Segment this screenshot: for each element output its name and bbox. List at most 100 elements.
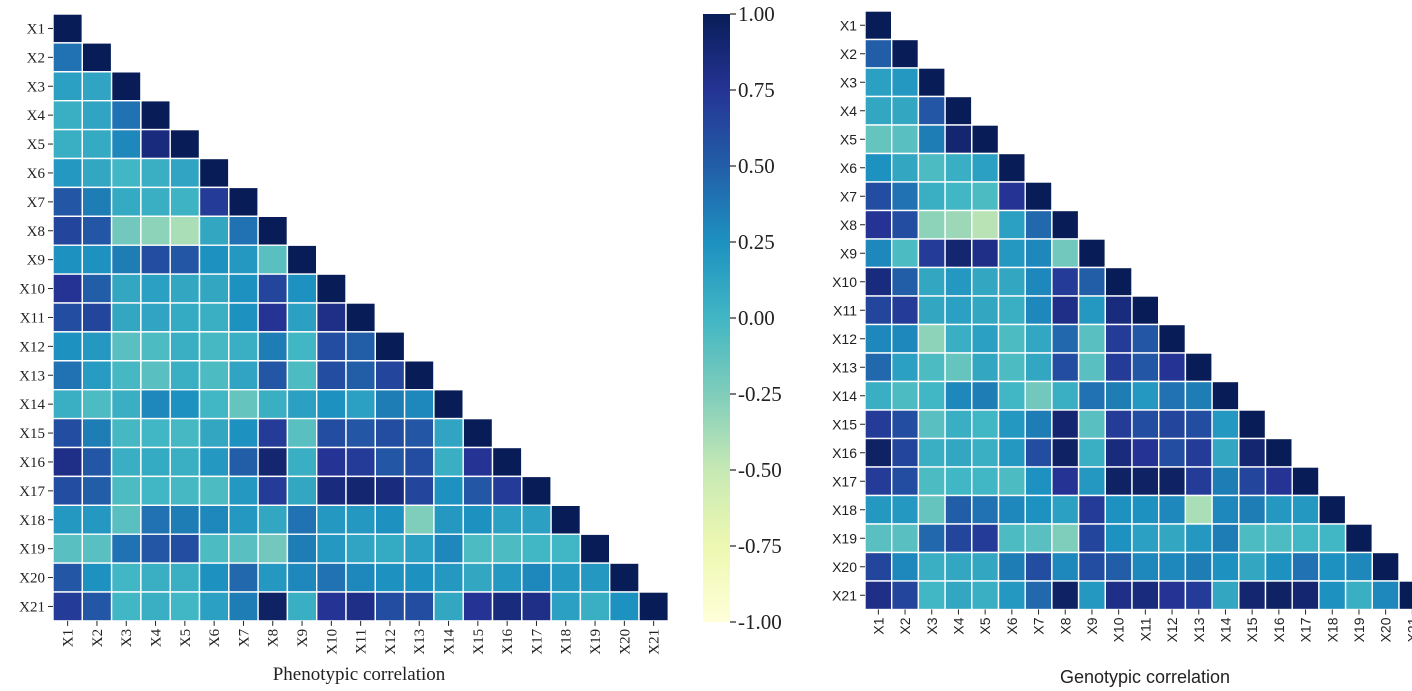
heatmap-cell — [971, 437, 1000, 468]
heatmap-cell — [52, 504, 83, 535]
x-tick-label: X19 — [588, 629, 604, 655]
heatmap-cell — [997, 209, 1026, 240]
heatmap-cell — [1077, 466, 1106, 497]
heatmap-cell — [891, 551, 920, 582]
heatmap-cell — [1104, 409, 1133, 440]
heatmap-cell — [944, 266, 973, 297]
heatmap-cell — [971, 551, 1000, 582]
heatmap-cell — [891, 580, 920, 611]
heatmap-cell — [864, 238, 893, 269]
heatmap-cell — [1024, 380, 1053, 411]
heatmap-cell — [462, 562, 494, 593]
heatmap-cell — [491, 446, 523, 478]
heatmap-cell — [917, 67, 946, 98]
heatmap-cell — [198, 331, 230, 362]
heatmap-cell — [316, 562, 347, 593]
heatmap-cell — [1131, 523, 1160, 554]
heatmap-cell — [891, 95, 920, 126]
colorbar: 1.00 0.75 0.50 0.25 0.00 -0.25 -0.50 -0.75 -1.00 — [703, 2, 782, 634]
heatmap-cell — [169, 244, 201, 275]
y-tick-label: X18 — [19, 513, 45, 529]
heatmap-cell — [1238, 551, 1267, 582]
heatmap-cell — [1051, 551, 1080, 582]
heatmap-cell — [81, 417, 113, 449]
heatmap-cell — [1131, 551, 1160, 582]
heatmap-cell — [891, 380, 920, 411]
heatmap-cell — [140, 186, 171, 217]
y-tick-label: X16 — [832, 445, 857, 461]
heatmap-cell — [316, 302, 347, 333]
heatmap-cell — [864, 181, 893, 212]
heatmap-cell — [891, 437, 920, 468]
heatmap-cell — [198, 591, 230, 622]
heatmap-cell — [944, 523, 973, 554]
y-tick-label: X6 — [840, 160, 857, 176]
heatmap-cell — [316, 475, 347, 506]
y-tick-label: X17 — [19, 484, 45, 500]
heatmap-cell — [433, 446, 464, 478]
heatmap-cell — [891, 466, 920, 497]
heatmap-cell — [997, 295, 1026, 326]
heatmap-cell — [52, 533, 83, 564]
x-tick-label: X17 — [1298, 617, 1314, 642]
heatmap-cell — [52, 389, 83, 420]
heatmap-cell — [52, 13, 83, 44]
heatmap-cell — [997, 181, 1026, 212]
heatmap-cell — [52, 186, 83, 217]
heatmap-cell — [971, 181, 1000, 212]
heatmap-cell — [917, 181, 946, 212]
heatmap-cell — [1318, 551, 1347, 582]
heatmap-cell — [891, 352, 920, 383]
heatmap-cell — [1131, 494, 1160, 525]
heatmap-cell — [917, 152, 946, 183]
heatmap-cell — [1184, 466, 1213, 497]
heatmap-cell — [140, 504, 171, 535]
heatmap-cell — [52, 331, 83, 362]
heatmap-cell — [521, 591, 552, 622]
heatmap-cell — [944, 181, 973, 212]
heatmap-cell — [1077, 380, 1106, 411]
heatmap-cell — [864, 523, 893, 554]
x-tick-label: X12 — [383, 629, 399, 655]
y-tick-label: X2 — [27, 50, 45, 66]
heatmap-cell — [345, 302, 376, 333]
x-tick-label: X14 — [1217, 617, 1233, 642]
heatmap-cell — [971, 238, 1000, 269]
heatmap-cell — [1024, 523, 1053, 554]
heatmap-cell — [169, 389, 201, 420]
colorbar-tick-label: 0.75 — [738, 78, 775, 102]
heatmap-cell — [491, 533, 523, 564]
heatmap-cell — [891, 181, 920, 212]
heatmap-cell — [1238, 494, 1267, 525]
heatmap-cell — [228, 215, 259, 246]
heatmap-cell — [228, 302, 259, 333]
heatmap-cell — [1211, 380, 1240, 411]
heatmap-cell — [1344, 551, 1373, 582]
heatmap-cell — [228, 591, 259, 622]
heatmap-cell — [944, 352, 973, 383]
heatmap-cell — [1264, 494, 1293, 525]
heatmap-cell — [374, 562, 406, 593]
heatmap-cell — [891, 494, 920, 525]
heatmap-cell — [1051, 494, 1080, 525]
x-tick-label: X14 — [442, 628, 458, 654]
heatmap-cell — [1104, 466, 1133, 497]
heatmap-cell — [52, 215, 83, 246]
heatmap-cell — [169, 331, 201, 362]
heatmap-cell — [971, 409, 1000, 440]
heatmap-cell — [198, 273, 230, 304]
heatmap-cell — [1077, 551, 1106, 582]
heatmap-cell — [1131, 380, 1160, 411]
heatmap-cell — [1264, 437, 1293, 468]
heatmap-cell — [1051, 238, 1080, 269]
heatmap-cell — [917, 551, 946, 582]
heatmap-cell — [403, 504, 435, 535]
y-tick-label: X19 — [832, 530, 857, 546]
heatmap-cell — [1211, 523, 1240, 554]
heatmap-cell — [1264, 551, 1293, 582]
heatmap-cell — [140, 244, 171, 275]
y-tick-label: X21 — [19, 599, 45, 615]
heatmap-cell — [550, 504, 582, 535]
heatmap-cell — [864, 409, 893, 440]
heatmap-cell — [1024, 551, 1053, 582]
